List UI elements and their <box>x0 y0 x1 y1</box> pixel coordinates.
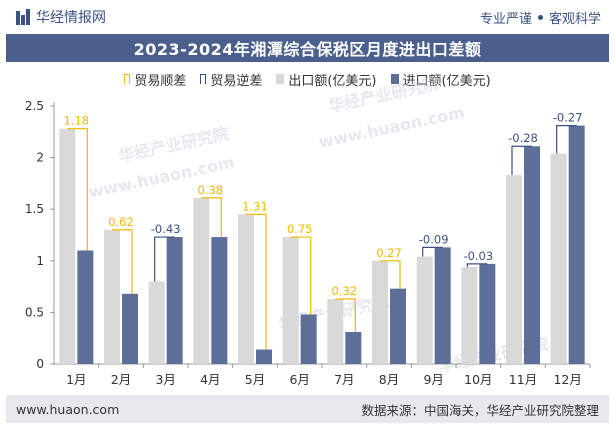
x-tick-label: 8月 <box>379 372 399 387</box>
balance-label: 0.32 <box>332 284 358 298</box>
top-bar: 华经情报网 专业严谨 客观科学 <box>0 0 615 34</box>
x-tick-label: 1月 <box>66 372 86 387</box>
x-tick-label: 5月 <box>245 372 265 387</box>
import-bar <box>390 288 406 364</box>
separator-dot-icon <box>537 14 543 20</box>
balance-label: -0.43 <box>151 222 181 236</box>
y-tick-label: 0 <box>36 357 44 371</box>
import-bar <box>122 293 138 364</box>
deficit-bracket <box>422 246 443 257</box>
balance-label: 1.18 <box>64 114 90 128</box>
x-tick-label: 12月 <box>553 372 581 387</box>
y-tick-label: 1 <box>36 254 44 268</box>
import-bar <box>77 250 94 364</box>
legend-label-import: 进口额(亿美元) <box>402 73 491 89</box>
export-bar <box>416 256 433 364</box>
deficit-bracket <box>154 236 175 282</box>
x-tick-label: 7月 <box>334 372 354 387</box>
export-bar <box>104 229 120 364</box>
balance-label: 0.62 <box>108 215 134 229</box>
x-tick-label: 9月 <box>423 372 443 387</box>
y-tick-label: 0.5 <box>25 305 44 319</box>
brand-name: 华经情报网 <box>36 10 106 26</box>
surplus-bracket <box>201 197 222 238</box>
footer-source: 数据来源：中国海关，华经产业研究院整理 <box>361 402 599 418</box>
import-bar <box>568 125 585 364</box>
import-bar <box>524 146 540 364</box>
tagline: 专业严谨 客观科学 <box>480 8 601 27</box>
legend-item-export: 出口额(亿美元) <box>276 70 377 89</box>
deficit-bracket <box>556 125 577 154</box>
legend-swatch-deficit <box>200 74 207 84</box>
legend-item-deficit: 贸易逆差 <box>200 70 263 89</box>
balance-label: 0.27 <box>376 246 402 260</box>
legend-label-surplus: 贸易顺差 <box>134 73 187 89</box>
import-bar <box>300 314 317 364</box>
surplus-bracket <box>290 236 312 315</box>
x-tick-label: 2月 <box>111 372 131 387</box>
export-bar <box>372 260 388 364</box>
y-tick-label: 2 <box>36 151 44 165</box>
chart-title: 2023-2024年湘潭综合保税区月度进出口差额 <box>6 34 609 62</box>
x-tick-label: 3月 <box>155 372 175 387</box>
legend-swatch-export <box>276 74 285 84</box>
balance-label: -0.03 <box>463 249 493 263</box>
x-tick-label: 11月 <box>509 372 537 387</box>
tagline-left: 专业严谨 <box>479 11 532 27</box>
legend-swatch-surplus <box>124 74 131 84</box>
deficit-bracket <box>511 145 532 176</box>
deficit-bracket <box>466 263 488 267</box>
export-bar <box>461 266 478 364</box>
legend-item-import: 进口额(亿美元) <box>390 70 491 89</box>
surplus-bracket <box>112 229 133 294</box>
export-bar <box>282 237 299 364</box>
export-bar <box>193 197 210 364</box>
surplus-bracket <box>246 213 267 350</box>
surplus-bracket <box>380 260 401 289</box>
import-bar <box>479 263 496 364</box>
import-bar <box>345 332 362 364</box>
balance-label: -0.27 <box>553 111 583 125</box>
balance-label: 1.31 <box>242 199 268 213</box>
export-bar <box>550 153 567 364</box>
x-tick-label: 10月 <box>464 372 492 387</box>
legend-item-surplus: 贸易顺差 <box>124 70 187 89</box>
x-tick-label: 4月 <box>200 372 220 387</box>
footer-url: www.huaon.com <box>16 401 120 417</box>
balance-label: -0.28 <box>508 131 538 145</box>
balance-label: 0.75 <box>287 222 313 236</box>
balance-label: 0.38 <box>198 183 224 197</box>
export-bar <box>59 128 76 364</box>
import-bar <box>166 237 183 364</box>
export-bar <box>148 281 165 364</box>
export-bar <box>327 298 344 364</box>
tagline-right: 客观科学 <box>548 11 601 27</box>
legend-label-export: 出口额(亿美元) <box>288 73 377 89</box>
export-bar <box>506 175 522 364</box>
watermark-text: 华经产业研究院 <box>327 74 441 116</box>
surplus-bracket <box>335 298 356 333</box>
import-bar <box>256 349 272 364</box>
import-bar <box>211 237 228 364</box>
legend-label-deficit: 贸易逆差 <box>210 73 263 89</box>
x-tick-label: 6月 <box>289 372 309 387</box>
balance-label: -0.09 <box>419 232 449 246</box>
y-tick-label: 1.5 <box>25 202 44 216</box>
bar-chart-logo-icon <box>16 9 30 25</box>
y-tick-label: 2.5 <box>25 99 44 113</box>
export-bar <box>238 214 254 364</box>
legend-swatch-import <box>390 74 399 84</box>
brand: 华经情报网 <box>16 7 106 27</box>
import-bar <box>434 247 451 364</box>
bar-chart: 华经产业研究院www.huaon.com华经产业研究院华经产业研究院www.hu… <box>25 74 591 387</box>
footer: www.huaon.com 数据来源：中国海关，华经产业研究院整理 <box>6 395 609 423</box>
surplus-bracket <box>67 128 88 251</box>
chart-legend: 贸易顺差 贸易逆差 出口额(亿美元) 进口额(亿美元) <box>0 70 615 89</box>
